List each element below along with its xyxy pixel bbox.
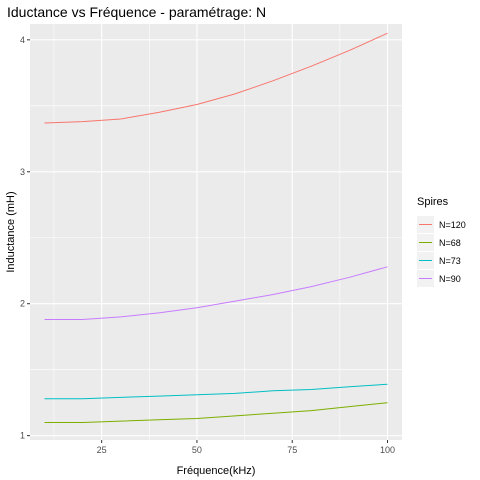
y-tick-label: 4	[20, 35, 25, 45]
chart-title: Iductance vs Fréquence - paramétrage: N	[7, 4, 266, 20]
x-tick-label: 100	[380, 445, 395, 455]
legend-label: N=90	[439, 274, 461, 284]
legend-label: N=120	[439, 220, 466, 230]
plot-panel	[30, 24, 402, 440]
y-tick-label: 1	[20, 431, 25, 441]
x-tick-label: 25	[97, 445, 107, 455]
x-tick-label: 50	[192, 445, 202, 455]
y-tick-label: 2	[20, 299, 25, 309]
legend-label: N=68	[439, 238, 461, 248]
legend-label: N=73	[439, 256, 461, 266]
x-tick-label: 75	[287, 445, 297, 455]
y-tick-label: 3	[20, 167, 25, 177]
y-axis-title: Inductance (mH)	[5, 191, 17, 272]
x-axis-title: Fréquence(kHz)	[177, 465, 256, 477]
legend-title: Spires	[417, 196, 449, 208]
